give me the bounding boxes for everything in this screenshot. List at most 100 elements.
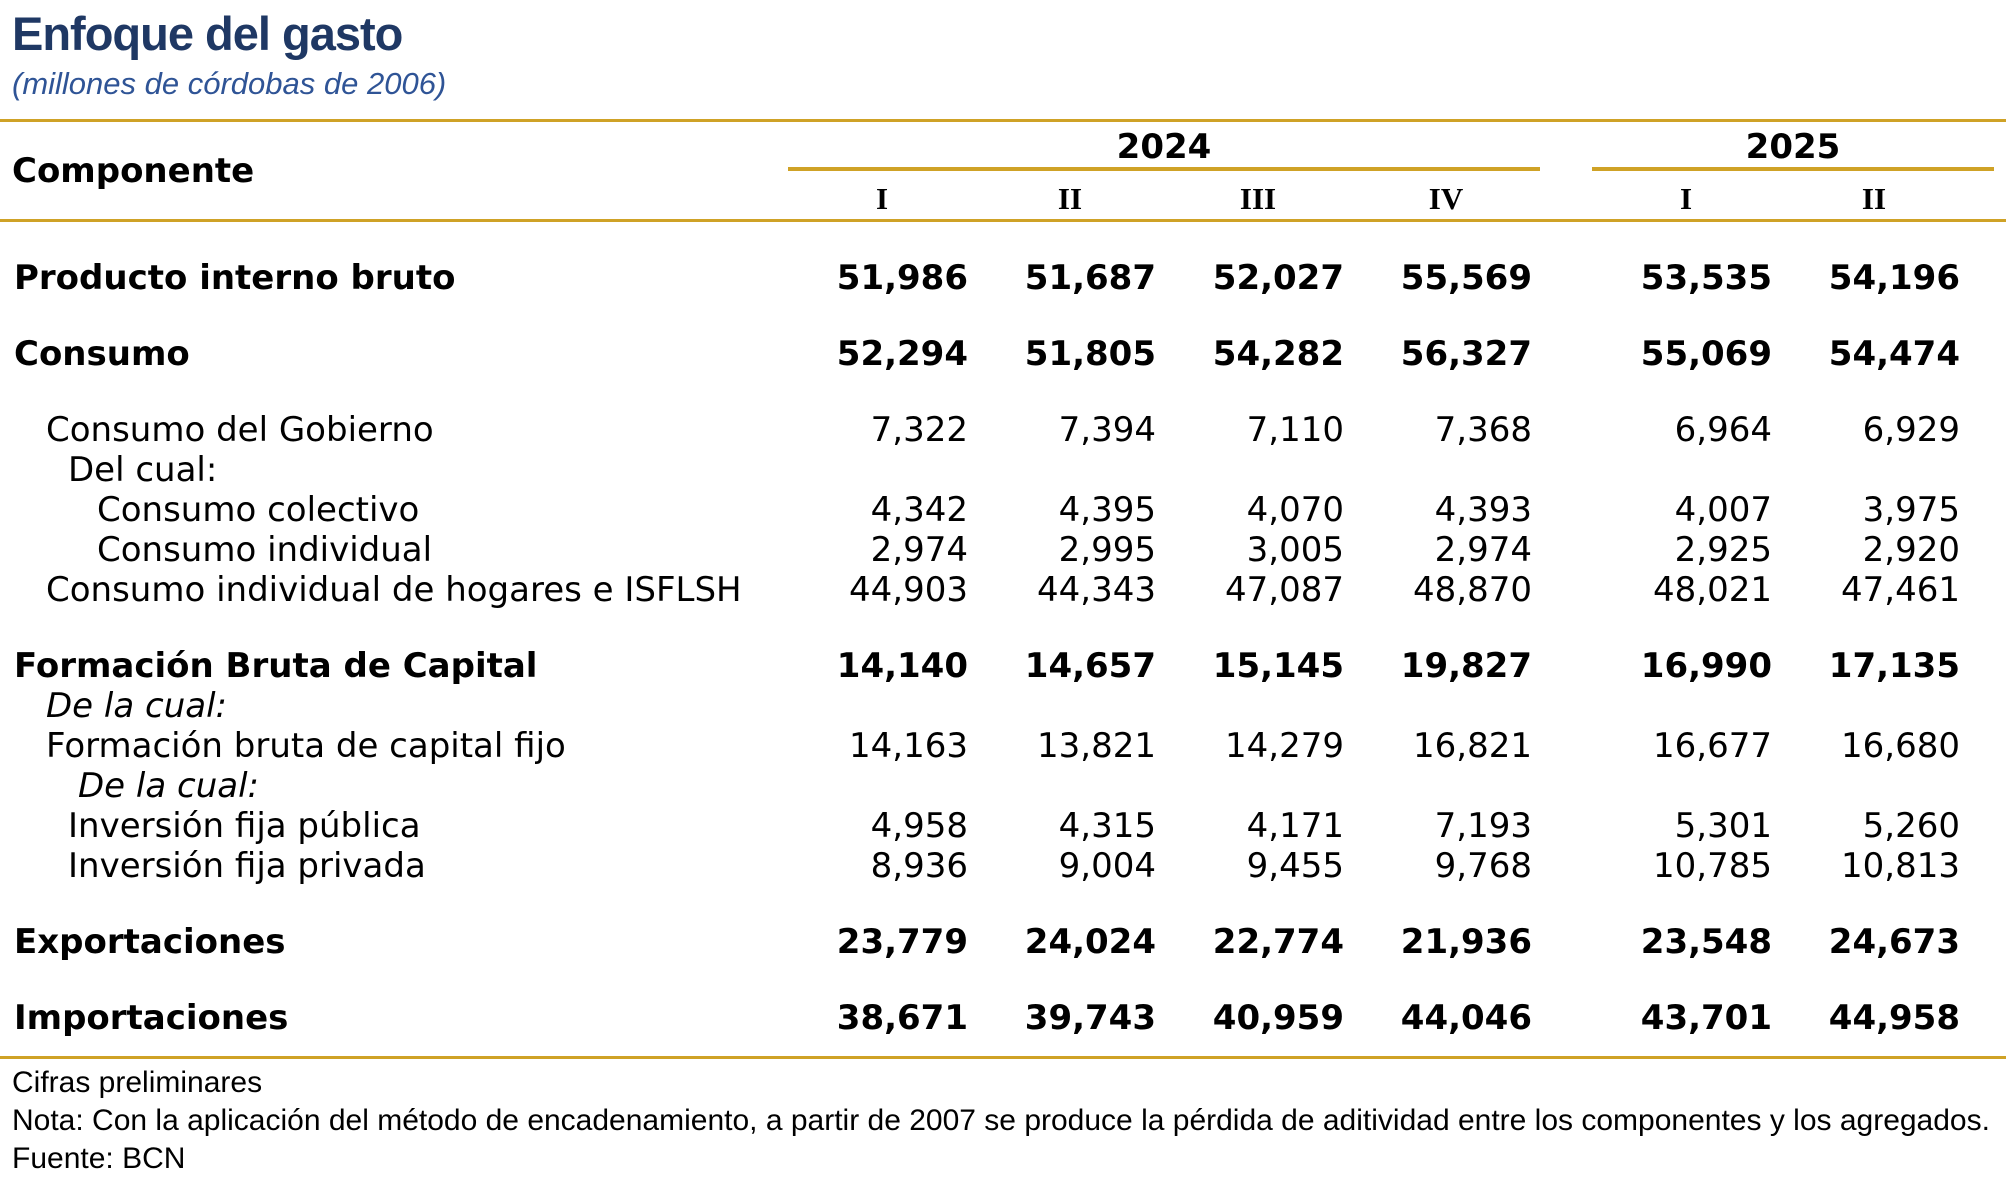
cell-value: 2,925 [1674, 530, 1772, 570]
column-gap [1540, 726, 1592, 766]
cell-value: 55,569 [1400, 258, 1532, 298]
cell-value: 54,282 [1212, 334, 1344, 374]
row-label: Exportaciones [14, 922, 286, 962]
cell-value: 6,964 [1674, 410, 1772, 450]
year-header-2025: 2025 [1592, 122, 1994, 171]
cell-value: 48,021 [1653, 570, 1772, 610]
row-label: Formación Bruta de Capital [14, 646, 538, 686]
cell-value: 14,279 [1225, 726, 1344, 766]
cell-value: 56,327 [1400, 334, 1532, 374]
cell-value: 9,455 [1246, 846, 1344, 886]
column-gap [1540, 806, 1592, 846]
table-header: Componente 2024 2025 I II III IV I II [0, 122, 2006, 219]
row-label: Consumo colectivo [97, 490, 420, 530]
cell-value: 9,768 [1434, 846, 1532, 886]
cell-value: 47,461 [1841, 570, 1960, 610]
cell-value: 7,322 [870, 410, 968, 450]
divider-top [0, 119, 2006, 122]
column-gap [1540, 998, 1592, 1038]
row-label: Inversión fija pública [68, 806, 421, 846]
cell-value: 53,535 [1640, 258, 1772, 298]
column-gap [1540, 766, 1592, 806]
cell-value: 7,394 [1058, 410, 1156, 450]
cell-value [1164, 450, 1352, 490]
footer-source: Fuente: BCN [12, 1142, 186, 1175]
column-gap [1540, 646, 1592, 686]
table-row: Exportaciones 23,779 24,024 22,774 21,936 23,… [0, 922, 2006, 962]
cell-value: 19,827 [1400, 646, 1532, 686]
column-gap [1540, 570, 1592, 610]
cell-value [976, 766, 1164, 806]
cell-value: 40,959 [1212, 998, 1344, 1038]
cell-value: 15,145 [1212, 646, 1344, 686]
cell-value: 44,903 [849, 570, 968, 610]
cell-value: 21,936 [1400, 922, 1532, 962]
table-row: Producto interno bruto 51,986 51,687 52,027… [0, 258, 2006, 298]
table-row: Formación Bruta de Capital 14,140 14,657 15… [0, 646, 2006, 686]
cell-value: 4,007 [1674, 490, 1772, 530]
cell-value: 4,342 [870, 490, 968, 530]
cell-value: 9,004 [1058, 846, 1156, 886]
cell-value: 52,027 [1212, 258, 1344, 298]
column-gap [1540, 410, 1592, 450]
quarter-header: I [1679, 180, 1693, 216]
table-row: Inversión fija pública 4,958 4,315 4,171 7,1… [0, 806, 2006, 846]
cell-value: 17,135 [1828, 646, 1960, 686]
cell-value: 51,805 [1024, 334, 1156, 374]
table-row: Consumo colectivo 4,342 4,395 4,070 4,393 4,0… [0, 490, 2006, 530]
row-label: Consumo del Gobierno [46, 410, 434, 450]
cell-value: 47,087 [1225, 570, 1344, 610]
cell-value: 5,301 [1674, 806, 1772, 846]
cell-value: 7,110 [1246, 410, 1344, 450]
cell-value: 54,196 [1828, 258, 1960, 298]
quarter-header: III [1239, 180, 1277, 216]
table-row: De la cual: [0, 766, 2006, 806]
table-row: Inversión fija privada 8,936 9,004 9,455 9,7… [0, 846, 2006, 886]
cell-value [1780, 686, 1968, 726]
table-row: De la cual: [0, 686, 2006, 726]
quarter-header: I [875, 180, 889, 216]
cell-value [976, 686, 1164, 726]
row-label: De la cual: [46, 686, 227, 726]
cell-value: 2,974 [870, 530, 968, 570]
cell-value: 4,395 [1058, 490, 1156, 530]
cell-value: 4,393 [1434, 490, 1532, 530]
cell-value [788, 450, 976, 490]
cell-value: 24,673 [1828, 922, 1960, 962]
table-row: Consumo individual 2,974 2,995 3,005 2,974 2,… [0, 530, 2006, 570]
cell-value: 23,779 [836, 922, 968, 962]
cell-value: 16,677 [1653, 726, 1772, 766]
cell-value: 4,958 [870, 806, 968, 846]
cell-value: 13,821 [1037, 726, 1156, 766]
cell-value: 51,687 [1024, 258, 1156, 298]
cell-value: 44,958 [1828, 998, 1960, 1038]
table-row: Consumo 52,294 51,805 54,282 56,327 55,069 54,… [0, 334, 2006, 374]
cell-value: 55,069 [1640, 334, 1772, 374]
quarter-header: IV [1428, 180, 1464, 216]
page-title: Enfoque del gasto [12, 7, 403, 60]
cell-value: 22,774 [1212, 922, 1344, 962]
cell-value [1592, 766, 1780, 806]
cell-value: 52,294 [836, 334, 968, 374]
row-label: Inversión fija privada [68, 846, 426, 886]
row-label: Consumo [14, 334, 190, 374]
column-gap [1540, 334, 1592, 374]
cell-value: 16,990 [1640, 646, 1772, 686]
cell-value [976, 450, 1164, 490]
column-gap [1540, 530, 1592, 570]
cell-value: 24,024 [1024, 922, 1156, 962]
cell-value: 3,975 [1862, 490, 1960, 530]
row-label: Importaciones [14, 998, 289, 1038]
cell-value: 10,813 [1841, 846, 1960, 886]
cell-value: 44,343 [1037, 570, 1156, 610]
cell-value [788, 766, 976, 806]
cell-value: 5,260 [1862, 806, 1960, 846]
title-block: Enfoque del gasto (millones de córdobas … [0, 0, 2006, 105]
cell-value [1352, 686, 1540, 726]
cell-value: 39,743 [1024, 998, 1156, 1038]
divider-header-bottom [0, 219, 2006, 222]
column-gap [1540, 450, 1592, 490]
row-label: Consumo individual de hogares e ISFLSH [46, 570, 742, 610]
column-header-componente: Componente [12, 150, 255, 191]
